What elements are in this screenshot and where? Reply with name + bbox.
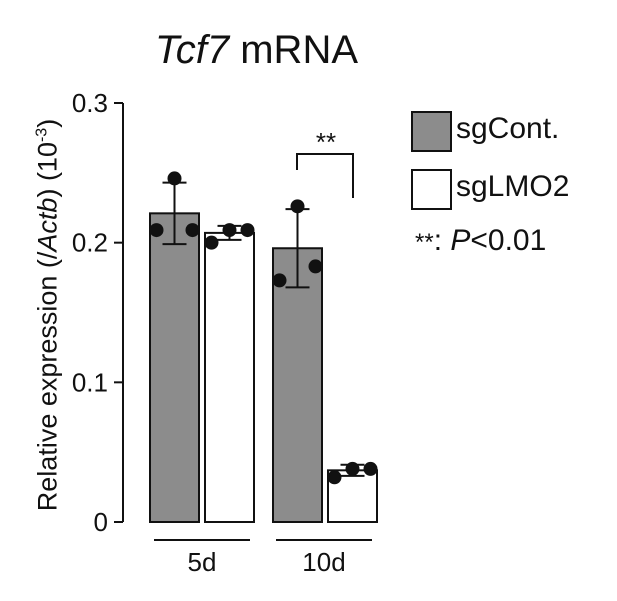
- data-point: [363, 461, 378, 476]
- data-point: [149, 223, 164, 238]
- note-sep: :: [433, 224, 451, 257]
- data-point: [240, 223, 255, 238]
- bars: [149, 212, 378, 523]
- significance-bracket-line: [296, 153, 354, 198]
- ylabel-pre: Relative expression (/: [32, 251, 63, 512]
- significance-bracket: **: [296, 127, 354, 198]
- significance-note: **: P<0.01: [415, 224, 546, 258]
- note-stars: **: [415, 229, 434, 256]
- legend-label-sglmo2: sgLMO2: [456, 170, 570, 203]
- data-point: [290, 199, 305, 214]
- x-tick-label-5d: 5d: [188, 547, 217, 577]
- data-point: [167, 171, 182, 186]
- data-point: [204, 235, 219, 250]
- y-tick-label-3: 0.3: [72, 88, 108, 118]
- ylabel-end: ): [32, 118, 63, 128]
- ylabel-actb: Actb: [32, 197, 63, 252]
- y-tick-label-2: 0.2: [72, 228, 108, 258]
- data-point: [222, 223, 237, 238]
- data-point: [345, 461, 360, 476]
- y-tick-label-1: 0.1: [72, 367, 108, 397]
- data-point: [327, 470, 342, 485]
- ylabel-post: ) (10: [32, 142, 63, 198]
- legend-swatch-sgcont: [411, 111, 452, 152]
- y-axis-label: Relative expression (/Actb) (10-3): [33, 119, 64, 511]
- x-axis: 5d 10d: [154, 539, 372, 577]
- bar-sgCont.-5d: [149, 212, 200, 523]
- data-point: [308, 259, 323, 274]
- data-points: [149, 171, 378, 485]
- x-tick-label-10d: 10d: [302, 547, 345, 577]
- chart-title: Tcf7 mRNA: [155, 28, 358, 73]
- legend-swatch-sglmo2: [411, 169, 452, 210]
- title-gene: Tcf7: [155, 28, 230, 72]
- bar-sgCont.-10d: [272, 247, 323, 523]
- y-tick-label-0: 0: [94, 507, 108, 537]
- legend-label-sgcont: sgCont.: [456, 112, 560, 145]
- data-point: [272, 273, 287, 288]
- y-axis: 0 0.1 0.2 0.3: [72, 88, 124, 537]
- significance-stars: **: [316, 127, 336, 157]
- note-threshold: <0.01: [470, 224, 547, 257]
- title-rest: mRNA: [229, 28, 359, 72]
- legend: [411, 111, 452, 210]
- bar-sgLMO2-5d: [204, 231, 255, 523]
- note-p: P: [450, 224, 471, 257]
- data-point: [185, 223, 200, 238]
- ylabel-exponent: -3: [33, 127, 51, 143]
